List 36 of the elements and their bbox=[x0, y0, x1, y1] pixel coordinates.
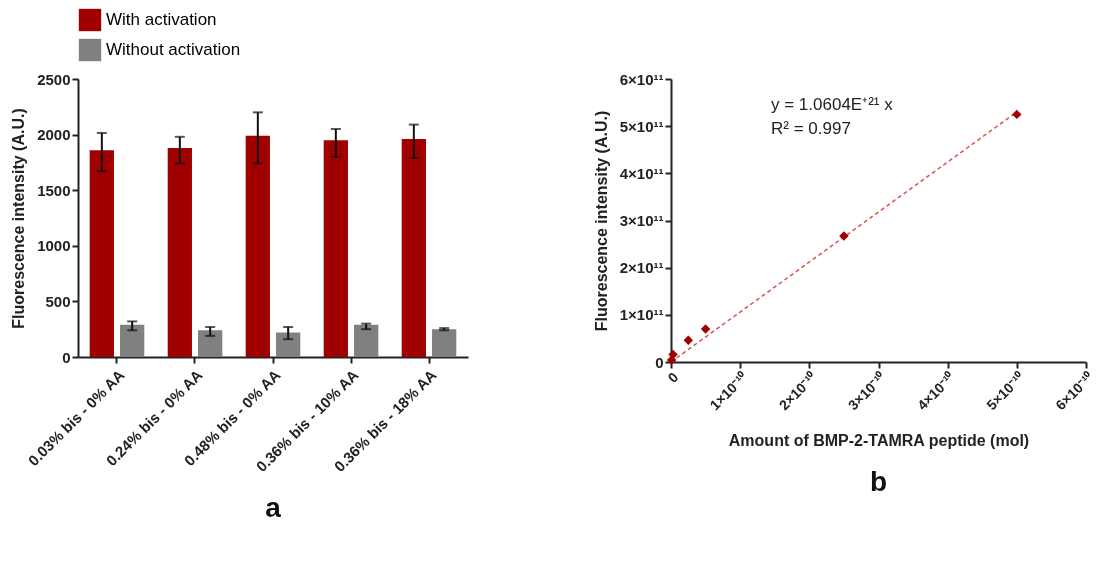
y-tick-label: 6×10¹¹ bbox=[619, 70, 664, 88]
y-tick-label: 4×10¹¹ bbox=[619, 164, 664, 182]
bar bbox=[401, 139, 426, 357]
bar bbox=[198, 330, 223, 357]
point bbox=[1012, 109, 1022, 120]
y-tick-label: 1500 bbox=[37, 181, 71, 199]
x-tick-label: 0 bbox=[664, 368, 682, 386]
point bbox=[700, 324, 711, 334]
y-tick-label: 3×10¹¹ bbox=[619, 212, 664, 229]
bar bbox=[323, 140, 348, 357]
text: b bbox=[869, 465, 888, 497]
bar bbox=[276, 332, 301, 357]
point bbox=[683, 335, 694, 346]
bar bbox=[432, 329, 457, 357]
legend-label: With activation bbox=[106, 10, 217, 29]
y-tick-label: 2500 bbox=[37, 70, 71, 88]
annotation: R² = 0.997 bbox=[771, 119, 851, 138]
y-axis-title: Fluorescence intensity (A.U.) bbox=[10, 108, 28, 329]
y-tick-label: 1000 bbox=[37, 237, 71, 255]
bar bbox=[167, 147, 192, 357]
y-tick-label: 2000 bbox=[37, 126, 71, 144]
y-tick-label: 2×10¹¹ bbox=[619, 259, 664, 277]
y-tick-label: 5×10¹¹ bbox=[619, 117, 664, 135]
annotation: y = 1.0604E⁺²¹ x bbox=[771, 95, 894, 114]
y-tick-label: 500 bbox=[45, 292, 71, 310]
text: a bbox=[265, 491, 282, 523]
bar bbox=[120, 324, 145, 357]
x-axis-title: Amount of BMP-2-TAMRA peptide (mol) bbox=[728, 432, 1030, 450]
bar bbox=[354, 324, 379, 357]
legend-label: Without activation bbox=[106, 40, 241, 59]
y-tick-label: 1×10¹¹ bbox=[619, 306, 664, 324]
bar bbox=[89, 150, 114, 357]
bar bbox=[245, 135, 270, 357]
y-tick-label: 0 bbox=[655, 353, 664, 371]
y-axis-title: Fluorescence intensity (A.U.) bbox=[592, 110, 610, 332]
y-tick-label: 0 bbox=[62, 348, 71, 366]
